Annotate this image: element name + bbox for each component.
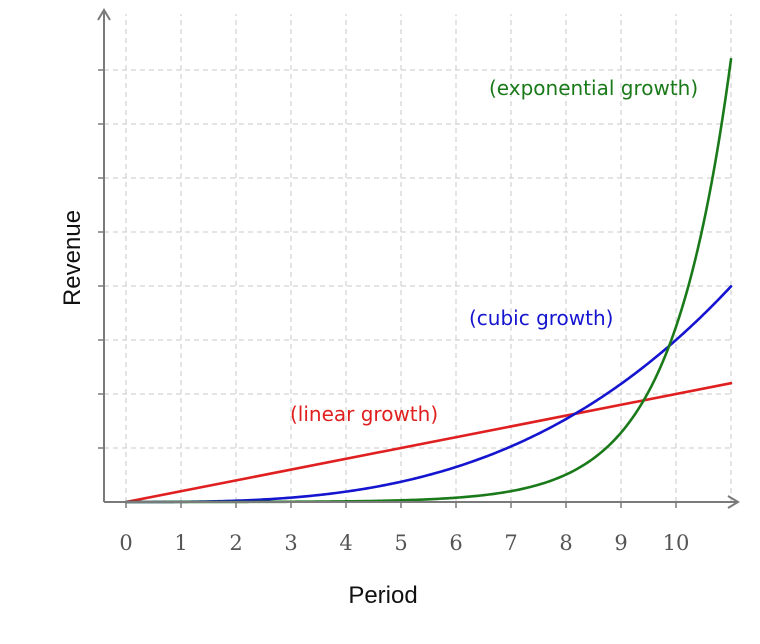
x-tick-label: 6 <box>449 531 462 555</box>
annotation-exponential-growth: (exponential growth) <box>489 76 698 100</box>
annotation-cubic-growth: (cubic growth) <box>469 306 613 330</box>
annotation-linear-growth: (linear growth) <box>290 402 438 426</box>
x-tick-label: 10 <box>663 531 690 555</box>
linear-growth-line <box>124 381 733 504</box>
x-axis-arrow <box>727 495 740 509</box>
tick-labels: 0 1 2 3 4 5 6 7 8 9 10 <box>119 531 689 555</box>
grid <box>104 14 732 502</box>
axes <box>97 8 740 509</box>
x-axis-label: Period <box>348 582 417 609</box>
exponential-growth-line <box>124 57 733 504</box>
x-tick-label: 1 <box>174 531 187 555</box>
x-tick-label: 9 <box>614 531 627 555</box>
x-tick-label: 5 <box>394 531 407 555</box>
y-axis-arrow <box>97 8 111 21</box>
x-tick-label: 7 <box>504 531 517 555</box>
ticks <box>98 69 677 508</box>
series-group <box>124 57 733 504</box>
x-tick-label: 4 <box>339 531 352 555</box>
x-tick-label: 2 <box>229 531 242 555</box>
x-tick-label: 8 <box>559 531 572 555</box>
y-axis-label: Revenue <box>59 210 86 306</box>
x-tick-label: 0 <box>119 531 132 555</box>
x-tick-label: 3 <box>284 531 297 555</box>
